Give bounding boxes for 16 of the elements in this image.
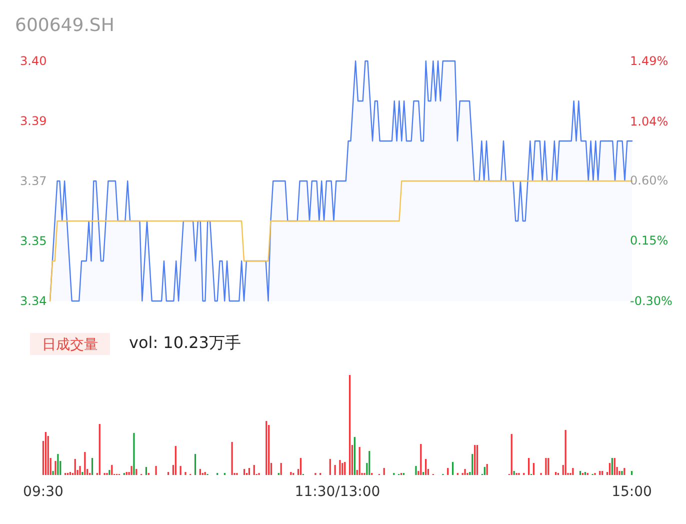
y2-tick-label: 0.15% xyxy=(630,234,668,248)
y2-tick-label: -0.30% xyxy=(630,294,672,308)
y-tick-label: 3.40 xyxy=(20,54,47,68)
chart-subtitle: 600649.SH xyxy=(15,15,114,36)
y2-tick-label: 1.04% xyxy=(630,114,668,128)
x-tick-label: 11:30/13:00 xyxy=(294,484,380,500)
y-tick-label: 3.35 xyxy=(20,234,47,248)
y2-tick-label: 1.49% xyxy=(630,54,668,68)
text: 日成交量 xyxy=(42,337,98,353)
y-tick-label: 3.39 xyxy=(20,114,47,128)
x-tick-label: 09:30 xyxy=(23,484,64,500)
text: vol: 10.23万手 xyxy=(129,333,241,352)
y-tick-label: 3.34 xyxy=(20,294,47,308)
y2-tick-label: 0.60% xyxy=(630,173,668,188)
y-tick-label: 3.37 xyxy=(20,174,47,188)
x-tick-label: 15:00 xyxy=(612,484,652,500)
